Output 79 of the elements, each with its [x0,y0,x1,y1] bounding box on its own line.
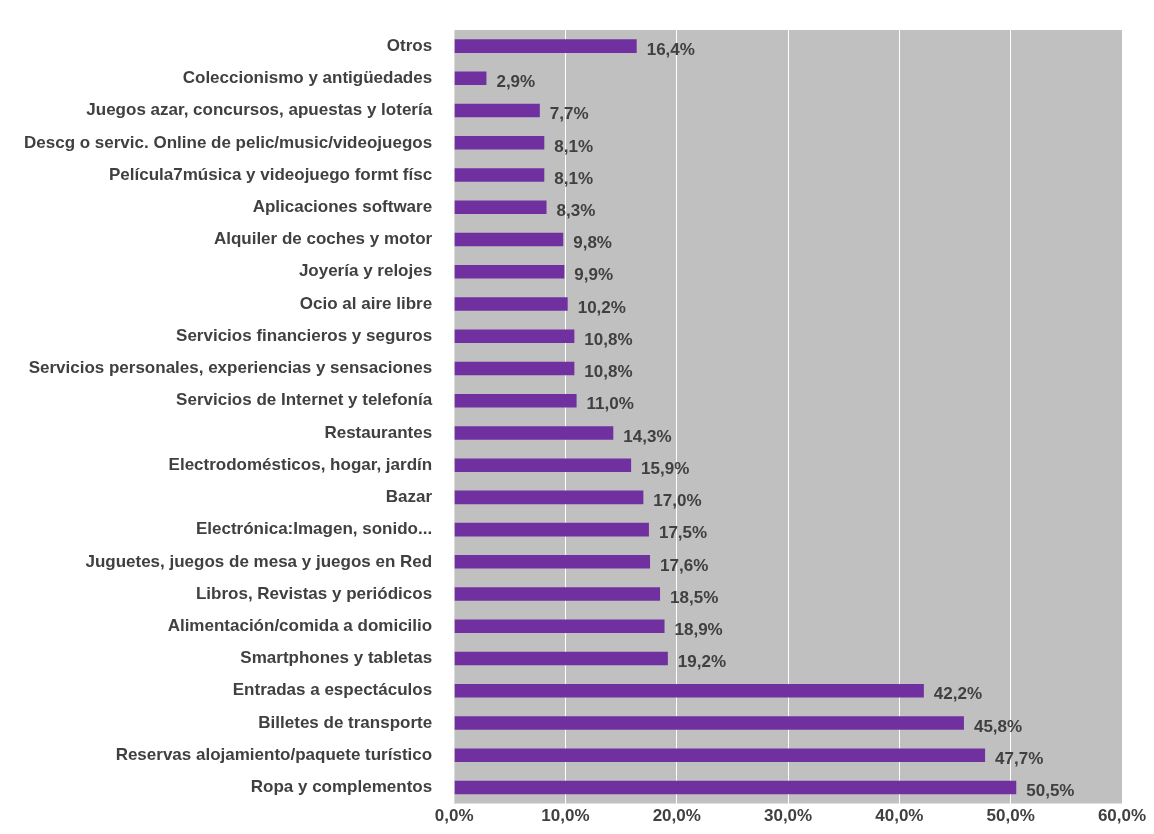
bar [454,780,1017,795]
bar [454,555,651,569]
data-label: 50,5% [1026,781,1075,801]
y-tick-label: Película7música y videojuego formt físc [109,164,433,184]
bar [454,716,964,730]
y-tick-label: Billetes de transporte [258,712,433,732]
bar [454,103,540,118]
bar [454,587,661,601]
data-label: 47,7% [995,748,1044,768]
data-label: 2,9% [496,72,536,92]
bar [454,297,568,311]
bar [454,684,924,698]
data-label: 14,3% [623,426,672,446]
data-label: 10,8% [584,362,633,382]
bar [454,748,986,763]
bar [454,168,545,182]
data-label: 16,4% [646,39,695,59]
data-label: 17,6% [660,555,709,575]
x-tick-label: 40,0% [875,806,924,826]
data-label: 18,5% [670,587,719,607]
y-tick-label: Entradas a espectáculos [232,680,433,700]
bar [454,136,545,150]
data-label: 19,2% [677,652,727,672]
x-tick-label: 30,0% [763,806,813,826]
data-label: 10,8% [584,329,633,349]
y-tick-label: Descg o servic. Online de pelic/music/videojuegos [23,132,433,152]
bar [454,329,575,343]
bar [454,426,614,440]
y-tick-label: Reservas alojamiento/paquete turístico [115,744,433,764]
data-label: 17,0% [653,491,702,511]
data-label: 8,1% [554,136,594,156]
bar [454,232,564,247]
y-tick-label: Servicios personales, experiencias y sensaciones [28,358,433,378]
data-label: 10,2% [577,297,626,317]
y-tick-label: Electrodomésticos, hogar, jardín [168,454,433,474]
bar [454,619,665,634]
data-label: 17,5% [658,523,708,543]
bar [454,71,487,86]
y-tick-label: Bazar [385,487,433,507]
y-tick-label: Alimentación/comida a domicilio [167,616,433,635]
x-tick-label: 0,0% [434,806,474,826]
x-tick-label: 60,0% [1097,806,1147,826]
y-tick-label: Coleccionismo y antigüedades [182,68,433,88]
y-tick-label: Ocio al aire libre [299,293,433,313]
data-label: 42,2% [933,684,983,704]
data-label: 9,9% [574,265,614,285]
data-label: 18,9% [674,620,723,639]
bar [454,651,668,666]
data-label: 7,7% [549,104,589,124]
y-tick-label: Restaurantes [324,422,433,442]
data-label: 11,0% [586,394,634,414]
y-tick-label: Smartphones y tabletas [240,648,433,668]
bar [454,458,632,472]
y-tick-label: Libros, Revistas y periódicos [195,583,433,603]
bar [454,200,547,215]
x-tick-label: 10,0% [541,806,590,826]
y-tick-label: Alquiler de coches y motor [213,229,433,249]
data-label: 9,8% [573,233,612,253]
y-tick-label: Servicios de Internet y telefonía [176,390,433,410]
y-tick-label: Ropa y complementos [250,777,433,797]
y-tick-label: Joyería y relojes [298,261,433,281]
bar [454,264,565,279]
bar [454,39,637,53]
data-label: 45,8% [973,716,1023,736]
y-tick-label: Juegos azar, concursos, apuestas y lotería [86,100,433,120]
x-tick-label: 20,0% [652,806,701,826]
y-tick-label: Servicios financieros y seguros [176,325,433,345]
bar [454,490,644,505]
x-tick-label: 50,0% [986,806,1035,826]
y-tick-label: Aplicaciones software [252,196,433,216]
data-label: 15,9% [641,458,690,478]
bar [454,393,577,408]
data-label: 8,3% [556,200,596,220]
data-label: 8,1% [554,168,594,188]
bar [454,522,649,537]
y-tick-label: Electrónica:Imagen, sonido... [195,519,433,539]
y-tick-label: Juguetes, juegos de mesa y juegos en Red [85,551,433,571]
y-tick-label: Otros [386,35,433,55]
bar [454,361,575,376]
